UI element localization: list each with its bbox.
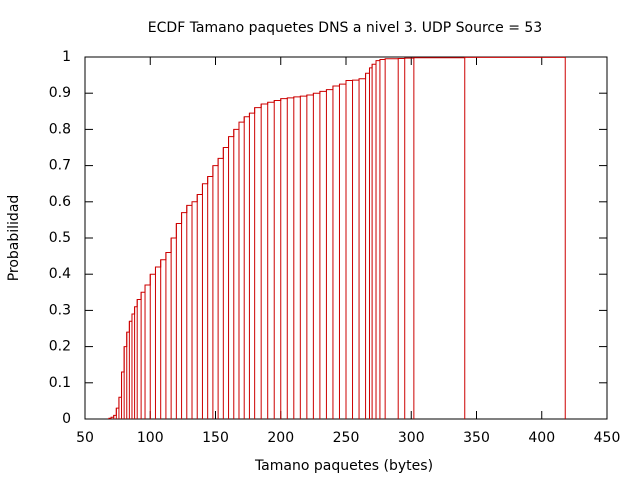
y-tick-label: 0.8 <box>49 121 71 137</box>
y-axis-label: Probabilidad <box>6 195 22 282</box>
y-tick-label: 0.4 <box>49 266 71 282</box>
y-tick-label: 0.6 <box>49 194 71 210</box>
chart-title: ECDF Tamano paquetes DNS a nivel 3. UDP … <box>148 20 542 36</box>
y-tick-label: 0.3 <box>49 302 71 318</box>
x-tick-label: 350 <box>463 430 490 446</box>
y-tick-label: 0 <box>62 411 71 427</box>
x-tick-label: 100 <box>137 430 164 446</box>
x-tick-label: 250 <box>333 430 360 446</box>
x-tick-label: 150 <box>202 430 229 446</box>
x-tick-label: 450 <box>594 430 621 446</box>
x-tick-label: 300 <box>398 430 425 446</box>
y-tick-label: 0.1 <box>49 375 71 391</box>
y-tick-label: 0.9 <box>49 85 71 101</box>
y-tick-label: 0.2 <box>49 339 71 355</box>
x-tick-label: 400 <box>528 430 555 446</box>
x-axis-label: Tamano paquetes (bytes) <box>254 458 433 474</box>
x-tick-label: 200 <box>267 430 294 446</box>
y-tick-label: 0.5 <box>49 230 71 246</box>
y-tick-label: 0.7 <box>49 158 71 174</box>
ecdf-step-line <box>108 56 566 419</box>
x-tick-label: 50 <box>76 430 94 446</box>
y-tick-label: 1 <box>62 49 71 65</box>
